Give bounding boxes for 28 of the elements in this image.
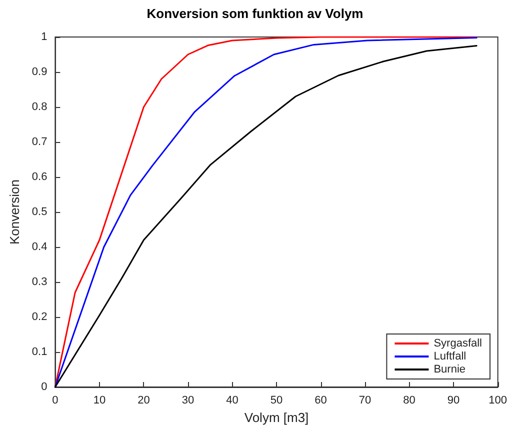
x-tick-label: 50 [270, 394, 283, 406]
x-tick-label: 100 [488, 394, 508, 406]
y-tick-label: 0.5 [32, 206, 48, 218]
y-tick-label: 0.9 [32, 66, 48, 78]
y-tick-label: 0.4 [32, 241, 48, 253]
y-tick-label: 0.2 [32, 311, 48, 323]
x-tick-label: 10 [93, 394, 106, 406]
x-tick-label: 70 [358, 394, 372, 406]
y-tick-label: 0.8 [32, 101, 48, 113]
x-tick-label: 40 [226, 394, 238, 406]
legend-label: Luftfall [434, 350, 466, 362]
y-tick-label: 1 [41, 31, 48, 43]
x-tick-label: 0 [52, 394, 58, 406]
x-axis-title: Volym [m3] [244, 410, 309, 425]
x-tick-label: 20 [138, 394, 150, 406]
y-tick-label: 0.6 [32, 171, 48, 183]
y-tick-label: 0.1 [32, 346, 48, 358]
legend-label: Syrgasfall [434, 338, 482, 350]
y-tick-label: 0.3 [32, 276, 48, 288]
x-tick-label: 30 [182, 394, 194, 406]
chart-title: Konversion som funktion av Volym [146, 6, 364, 21]
x-tick-label: 90 [447, 394, 460, 406]
legend-label: Burnie [434, 364, 466, 376]
y-axis-title: Konversion [7, 179, 22, 245]
x-tick-label: 80 [403, 394, 416, 406]
y-tick-label: 0.7 [32, 136, 48, 148]
x-tick-label: 60 [314, 394, 327, 406]
y-tick-label: 0 [41, 381, 48, 393]
